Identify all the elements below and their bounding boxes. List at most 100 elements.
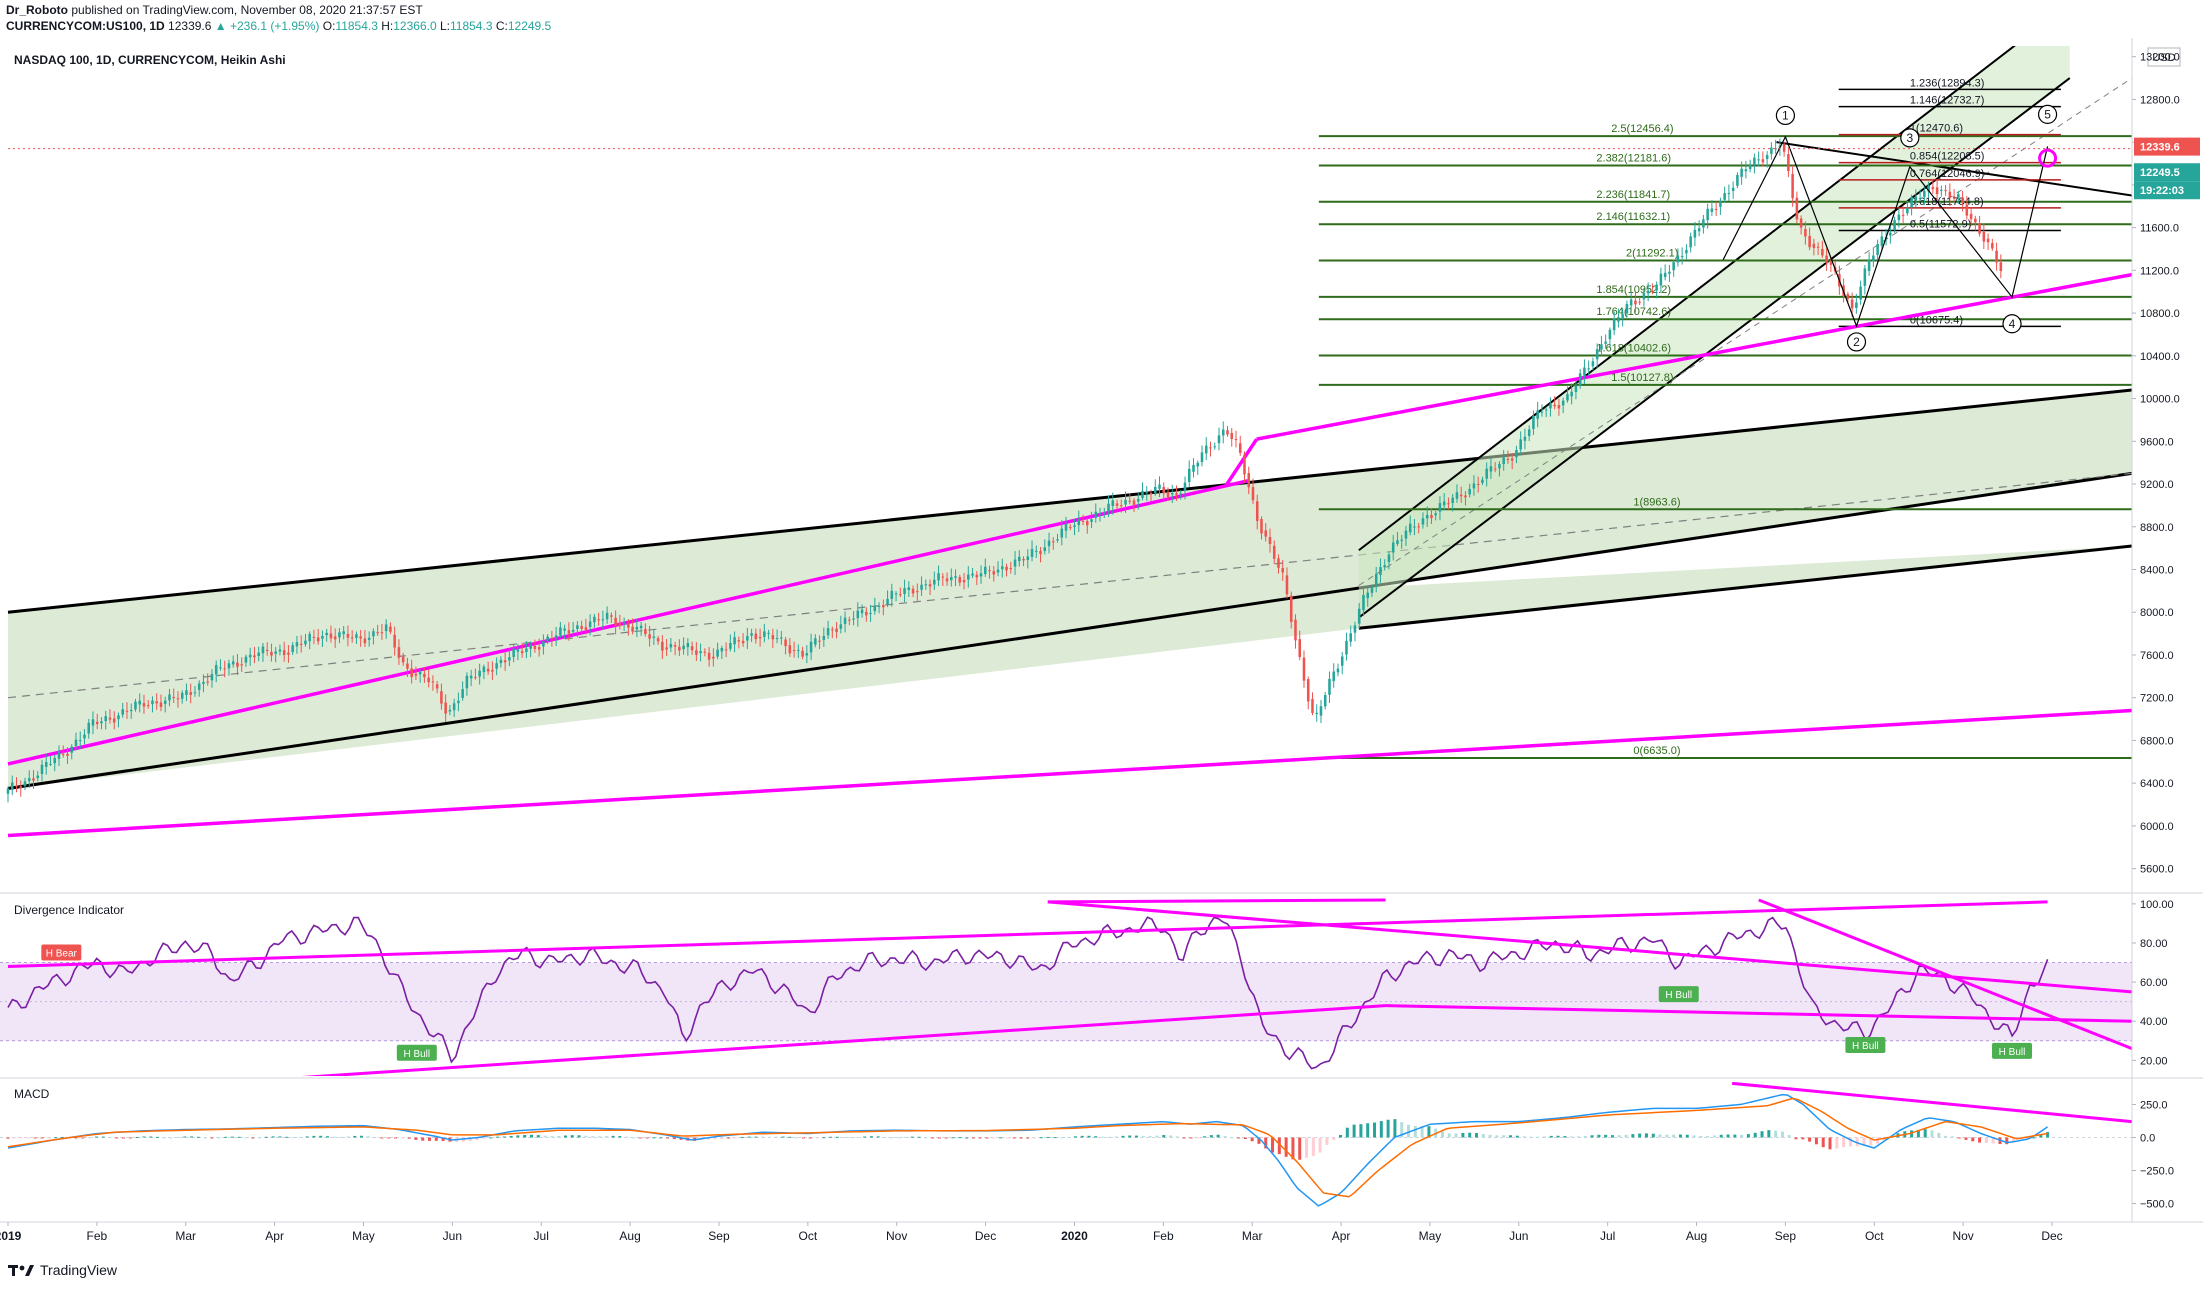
candle-body <box>146 705 150 707</box>
macd-histogram-bar <box>1169 1135 1173 1138</box>
macd-histogram-bar <box>1060 1137 1064 1139</box>
candle-body <box>78 739 82 741</box>
candle-body <box>278 649 282 652</box>
macd-histogram-bar <box>1053 1137 1057 1139</box>
candle-body <box>1685 249 1688 254</box>
candle-body <box>1867 259 1871 272</box>
candle-body <box>865 611 868 616</box>
macd-histogram-bar <box>1678 1134 1682 1138</box>
macd-histogram-bar <box>1692 1135 1696 1138</box>
candle-body <box>699 651 702 653</box>
divergence-pane[interactable]: H Bear H Bull H Bull H Bull H Bull <box>0 898 2132 1086</box>
macd-histogram-bar <box>489 1137 493 1139</box>
candle-body <box>610 615 613 617</box>
macd-tick-label: 0.0 <box>2140 1132 2155 1144</box>
macd-tick-label: 250.0 <box>2140 1099 2168 1111</box>
candle-body <box>1791 173 1794 199</box>
candle-body <box>1085 520 1089 526</box>
candle-body <box>746 636 749 641</box>
macd-histogram-bar <box>1413 1125 1417 1138</box>
candle-body <box>389 626 392 632</box>
candle-body <box>1183 482 1187 491</box>
publish-info: Dr_Roboto published on TradingView.com, … <box>6 3 423 17</box>
fib2-level-label: 0.764(12046.9) <box>1910 168 1985 180</box>
macd-histogram-bar <box>1141 1135 1145 1138</box>
macd-histogram-bar <box>529 1134 533 1138</box>
candle-body <box>342 631 345 635</box>
macd-histogram-bar <box>1135 1135 1139 1138</box>
candle-body <box>91 719 95 726</box>
bull-marker-label: H Bull <box>1665 990 1692 1001</box>
candle-body <box>1795 197 1799 220</box>
candle-body <box>1940 189 1943 191</box>
magenta-trendline <box>1224 438 1259 488</box>
candle-body <box>1251 487 1255 501</box>
macd-histogram-bar <box>1026 1137 1030 1139</box>
macd-histogram-bar <box>1964 1137 1968 1140</box>
candle-body <box>835 628 838 633</box>
candle-body <box>367 637 371 640</box>
candle-body <box>1001 566 1004 570</box>
chart-canvas[interactable]: 2.5(12456.4) 2.382(12181.6) 2.236(11841.7)… <box>0 38 2203 1260</box>
candle-body <box>1298 639 1302 657</box>
macd-histogram-bar <box>1617 1135 1621 1138</box>
fib2-level-label: 0(10675.4) <box>1910 314 1963 326</box>
macd-histogram-bar <box>1298 1137 1302 1160</box>
candle-body <box>1162 487 1166 494</box>
candle-body <box>1026 556 1030 561</box>
macd-histogram-bar <box>1604 1134 1608 1138</box>
candle-body <box>206 681 209 683</box>
candle-body <box>529 644 532 649</box>
macd-histogram-bar <box>149 1136 153 1138</box>
candle-body <box>180 692 184 699</box>
price-tick-label: 9600.0 <box>2140 436 2174 448</box>
candle-body <box>588 621 592 628</box>
candle-body <box>1638 301 1641 303</box>
macd-histogram-bar <box>26 1137 30 1139</box>
macd-histogram-bar <box>747 1136 751 1138</box>
candle-body <box>1651 291 1654 293</box>
channel-extension-line <box>1358 544 2132 630</box>
candle-body <box>1413 526 1416 528</box>
price-badge: 12249.5 <box>2134 163 2200 182</box>
macd-histogram-bar <box>1393 1119 1397 1138</box>
footer-brand[interactable]: TradingView <box>40 1262 118 1278</box>
candle-body <box>720 647 724 652</box>
chart-title: NASDAQ 100, 1D, CURRENCYCOM, Heikin Ashi <box>14 53 286 67</box>
price-pane[interactable]: 2.5(12456.4) 2.382(12181.6) 2.236(11841.7)… <box>6 38 2132 838</box>
macd-histogram-bar <box>563 1135 567 1138</box>
macd-histogram-bar <box>1067 1136 1071 1138</box>
candle-body <box>444 702 447 714</box>
candle-body <box>274 651 277 654</box>
candle-body <box>401 656 405 663</box>
macd-histogram-bar <box>849 1137 853 1139</box>
macd-histogram-bar <box>842 1137 846 1139</box>
macd-histogram-bar <box>713 1137 717 1140</box>
macd-histogram-bar <box>774 1136 778 1138</box>
wave-number: 5 <box>2044 107 2051 121</box>
macd-histogram-bar <box>1576 1136 1580 1138</box>
candle-body <box>261 646 265 654</box>
macd-trendline <box>1731 1082 2132 1124</box>
macd-histogram-bar <box>1481 1134 1485 1138</box>
macd-histogram-bar <box>1345 1127 1349 1138</box>
candle-body <box>1124 499 1127 505</box>
price-tick-label: 11600.0 <box>2140 223 2179 235</box>
macd-histogram-bar <box>645 1137 649 1139</box>
candle-body <box>1825 255 1828 263</box>
macd-histogram-bar <box>394 1137 398 1139</box>
candle-body <box>784 639 787 647</box>
price-tick-label: 6000.0 <box>2140 821 2174 833</box>
candle-body <box>1655 284 1658 291</box>
macd-histogram-bar <box>441 1137 445 1141</box>
candle-body <box>1706 208 1709 221</box>
candle-body <box>801 650 804 657</box>
candle-body <box>763 631 766 637</box>
candle-body <box>924 584 928 586</box>
macd-pane[interactable] <box>0 1082 2132 1207</box>
price-tick-label: 6800.0 <box>2140 735 2174 747</box>
candle-body <box>1727 193 1731 195</box>
author-name[interactable]: Dr_Roboto <box>6 3 68 17</box>
candle-body <box>112 718 116 723</box>
candle-body <box>325 632 328 636</box>
